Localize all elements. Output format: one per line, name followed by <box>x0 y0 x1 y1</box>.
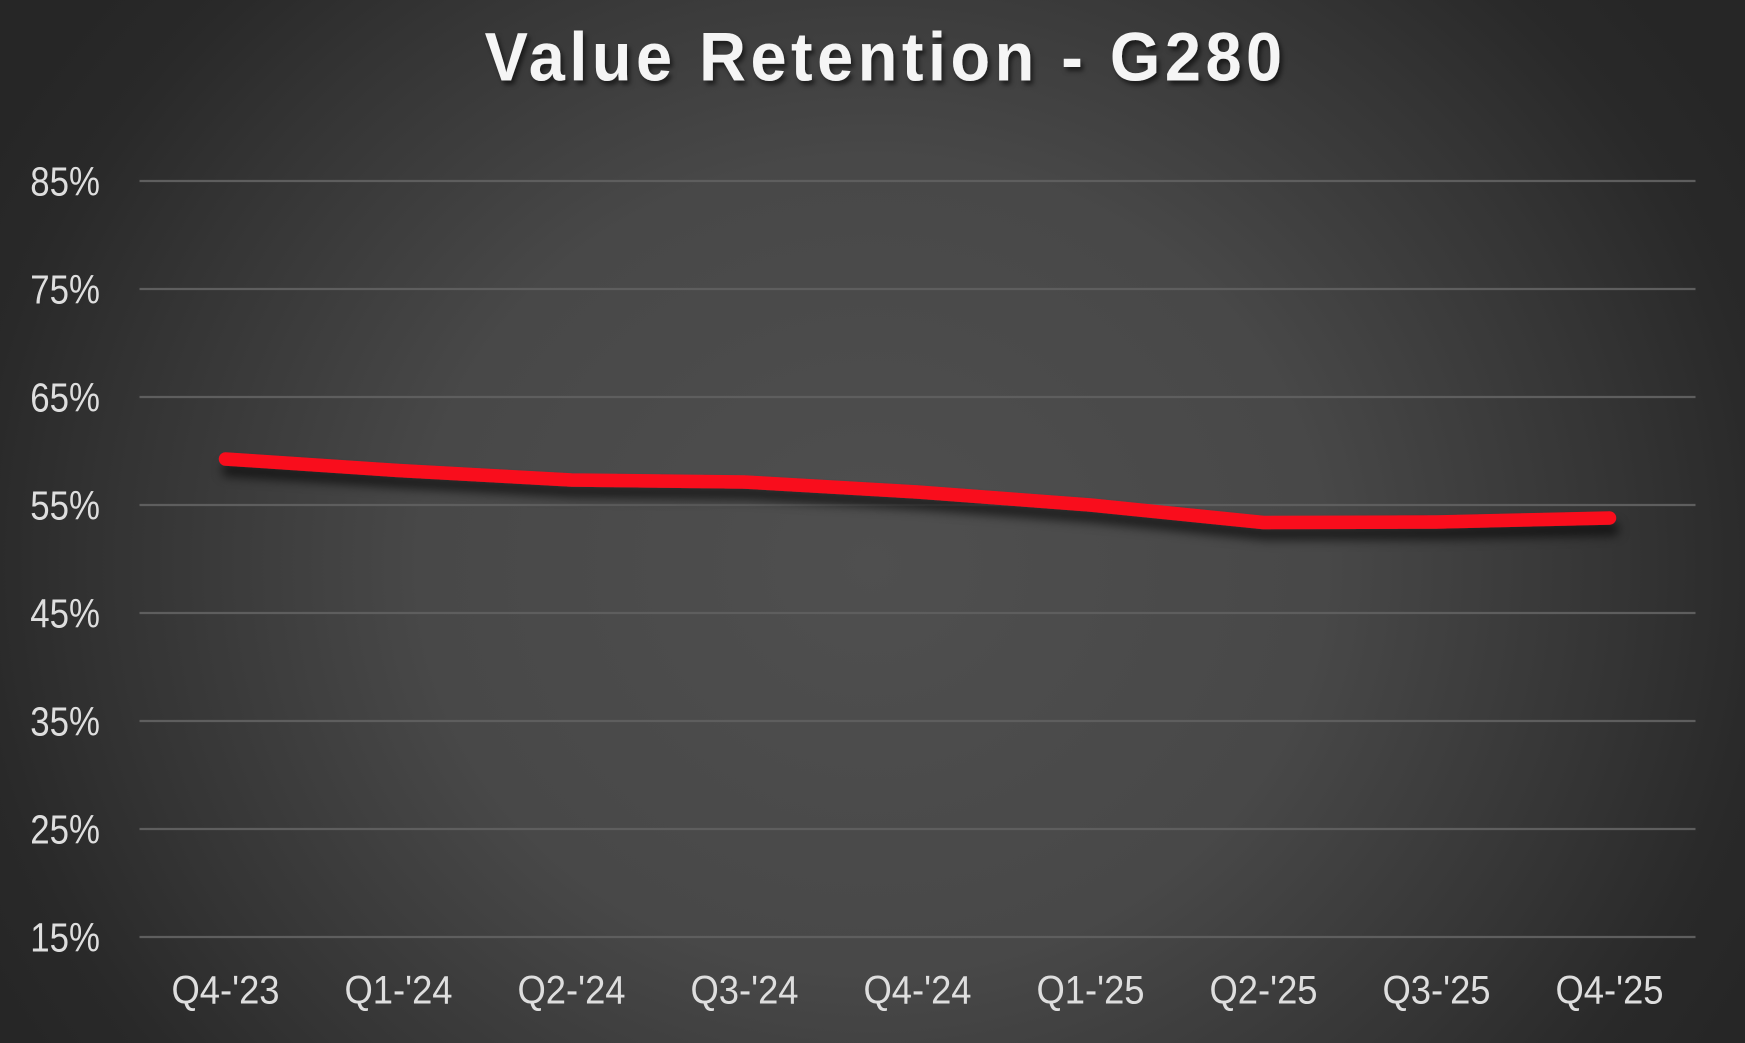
svg-text:85%: 85% <box>30 160 100 205</box>
svg-text:25%: 25% <box>30 808 100 853</box>
svg-text:35%: 35% <box>30 700 100 745</box>
svg-text:55%: 55% <box>30 484 100 529</box>
svg-text:Q1-'24: Q1-'24 <box>344 968 452 1013</box>
svg-text:Q1-'25: Q1-'25 <box>1036 968 1144 1013</box>
svg-text:Q3-'25: Q3-'25 <box>1382 968 1490 1013</box>
svg-text:75%: 75% <box>30 268 100 313</box>
svg-text:Q4-'23: Q4-'23 <box>171 968 279 1013</box>
svg-text:Q2-'25: Q2-'25 <box>1209 968 1317 1013</box>
svg-text:65%: 65% <box>30 376 100 421</box>
svg-text:Q2-'24: Q2-'24 <box>517 968 625 1013</box>
svg-text:Q3-'24: Q3-'24 <box>690 968 798 1013</box>
svg-text:Q4-'24: Q4-'24 <box>863 968 971 1013</box>
svg-text:Q4-'25: Q4-'25 <box>1555 968 1663 1013</box>
svg-text:Value Retention - G280: Value Retention - G280 <box>485 19 1287 96</box>
svg-text:15%: 15% <box>30 916 100 961</box>
svg-text:45%: 45% <box>30 592 100 637</box>
